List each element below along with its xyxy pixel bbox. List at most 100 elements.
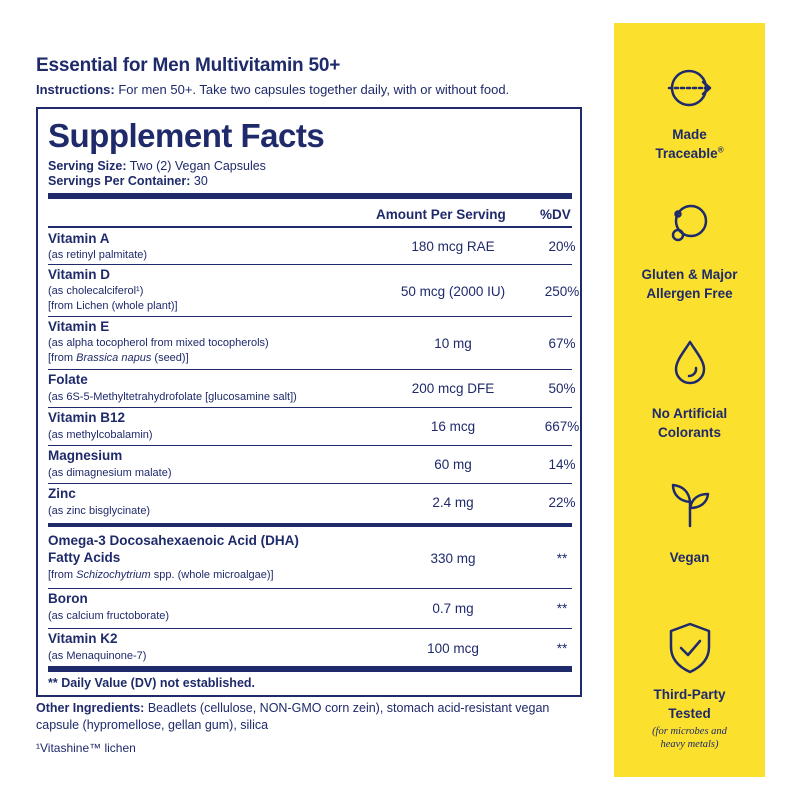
nutrient-amount: 2.4 mg [432, 495, 474, 510]
badge-label-line1: No Artificial [651, 406, 728, 421]
dv-column-header: %DV [540, 207, 571, 222]
instructions-text: For men 50+. Take two capsules together … [114, 82, 510, 97]
nutrient-dv: 20% [548, 239, 576, 254]
table-row: Vitamin K2 (as Menaquinone-7) 100 mcg ** [48, 629, 572, 665]
nutrient-amount: 0.7 mg [432, 601, 474, 616]
species-name: Brassica napus [76, 352, 152, 364]
badge-label-line2: Tested [668, 706, 711, 721]
nutrient-name: Boron [48, 591, 88, 606]
table-row: Zinc (as zinc bisglycinate) 2.4 mg 22% [48, 484, 576, 522]
servings-per-container-value: 30 [190, 174, 208, 188]
section-divider [48, 523, 572, 527]
nutrient-source-detail: [from Brassica napus (seed)] [48, 351, 189, 365]
lichen-footnote: ¹Vitashine™ lichen [36, 741, 136, 755]
nutrient-source: (as Menaquinone-7) [48, 650, 147, 662]
amount-column-header: Amount Per Serving [376, 207, 506, 222]
product-title: Essential for Men Multivitamin 50+ [36, 55, 341, 76]
drop-icon [614, 338, 765, 388]
nutrient-amount: 330 mg [430, 551, 476, 566]
badge-label-line1: Vegan [669, 550, 710, 565]
nutrient-name: Vitamin B12 [48, 410, 126, 425]
nutrient-name: Vitamin E [48, 319, 110, 334]
serving-info: Serving Size: Two (2) Vegan Capsules Ser… [48, 159, 266, 189]
serving-size-label: Serving Size: [48, 159, 127, 173]
nutrient-source: [from Schizochytrium spp. (whole microal… [48, 568, 274, 582]
other-ingredients: Other Ingredients: Beadlets (cellulose, … [36, 700, 576, 734]
instructions-label: Instructions: [36, 82, 115, 97]
other-ingredients-label: Other Ingredients: [36, 701, 145, 715]
thick-divider [48, 193, 572, 199]
table-row: Folate (as 6S-5-Methyltetrahydrofolate [… [48, 370, 576, 408]
table-row: Vitamin D (as cholecalciferol¹) [from Li… [48, 265, 579, 317]
nutrient-source: (as alpha tocopherol from mixed tocopher… [48, 337, 269, 349]
badge-no-artificial-colorants: No Artificial Colorants [614, 338, 765, 442]
table-row: Vitamin A (as retinyl palmitate) 180 mcg… [48, 229, 576, 265]
nutrient-amount: 180 mcg RAE [411, 239, 495, 254]
nutrient-source: (as cholecalciferol¹) [48, 285, 144, 297]
nutrient-name: Vitamin K2 [48, 631, 118, 646]
traceable-arrow-icon [614, 63, 765, 113]
nutrient-name: Zinc [48, 486, 76, 501]
nutrient-source: (as methylcobalamin) [48, 429, 153, 441]
instructions: Instructions: For men 50+. Take two caps… [36, 82, 509, 97]
nutrient-dv: 250% [544, 284, 580, 299]
nutrient-name: Magnesium [48, 448, 123, 463]
table-row: Magnesium (as dimagnesium malate) 60 mg … [48, 446, 576, 484]
shield-check-icon [614, 621, 765, 675]
nutrient-name: Folate [48, 372, 88, 387]
nutrient-dv: ** [556, 551, 568, 566]
sprout-icon [614, 478, 765, 528]
nutrient-amount: 10 mg [434, 336, 472, 351]
nutrient-dv: 67% [548, 336, 576, 351]
other-ingredients-text: Beadlets (cellulose, NON-GMO corn zein),… [36, 701, 550, 732]
facts-title: Supplement Facts [48, 117, 325, 154]
nutrient-source: (as retinyl palmitate) [48, 249, 148, 261]
badge-third-party-tested: Third-Party Tested (for microbes and hea… [614, 621, 765, 751]
species-name: Schizochytrium [76, 569, 151, 581]
table-row: Boron (as calcium fructoborate) 0.7 mg *… [48, 589, 572, 629]
nutrient-source: (as calcium fructoborate) [48, 610, 170, 622]
nutrient-amount: 16 mcg [430, 419, 476, 434]
nutrient-source: (as dimagnesium malate) [48, 467, 172, 479]
allergen-free-icon [614, 198, 765, 248]
nutrient-amount: 100 mcg [427, 641, 479, 656]
nutrient-source: (as 6S-5-Methyltetrahydrofolate [glucosa… [48, 391, 297, 403]
badge-note-line2: heavy metals) [660, 739, 719, 750]
nutrient-amount: 50 mcg (2000 IU) [400, 284, 506, 299]
badge-label-line1: Gluten & Major [641, 267, 738, 282]
nutrient-dv: 22% [548, 495, 576, 510]
header-divider [48, 226, 572, 228]
badge-vegan: Vegan [614, 478, 765, 567]
nutrient-dv: 14% [548, 457, 576, 472]
badge-panel: Made Traceable® Gluten & Major Allergen … [614, 23, 765, 777]
nutrient-amount: 60 mg [434, 457, 472, 472]
nutrient-source: (as zinc bisglycinate) [48, 505, 151, 517]
serving-size-value: Two (2) Vegan Capsules [126, 159, 266, 173]
source-suffix: (seed)] [151, 352, 189, 364]
registered-mark: ® [717, 145, 724, 155]
nutrient-dv: ** [556, 601, 568, 616]
table-row: Vitamin B12 (as methylcobalamin) 16 mcg … [48, 408, 579, 446]
nutrient-name: Vitamin D [48, 267, 111, 282]
nutrient-name-line2: Fatty Acids [48, 550, 121, 565]
source-prefix: [from [48, 569, 77, 581]
badge-label-line1: Third-Party [653, 687, 726, 702]
supplement-facts-panel: Supplement Facts Serving Size: Two (2) V… [36, 107, 582, 697]
badge-made-traceable: Made Traceable® [614, 63, 765, 163]
badge-label-text: Traceable [655, 146, 718, 161]
thick-divider [48, 666, 572, 672]
badge-label-line2: Colorants [657, 425, 721, 440]
badge-note-line1: (for microbes and [652, 726, 727, 737]
nutrient-name: Omega-3 Docosahexaenoic Acid (DHA) [48, 533, 299, 548]
dv-footnote: ** Daily Value (DV) not established. [48, 676, 256, 690]
nutrient-dv: 50% [548, 381, 576, 396]
nutrient-amount: 200 mcg DFE [411, 381, 495, 396]
table-row: Omega-3 Docosahexaenoic Acid (DHA) Fatty… [48, 531, 572, 589]
nutrient-dv: ** [556, 641, 568, 656]
badge-allergen-free: Gluten & Major Allergen Free [614, 198, 765, 303]
servings-per-container-label: Servings Per Container: [48, 174, 191, 188]
nutrient-name: Vitamin A [48, 231, 110, 246]
source-suffix: spp. (whole microalgae)] [150, 569, 274, 581]
nutrient-dv: 667% [544, 419, 580, 434]
badge-label-line2: Traceable® [614, 144, 765, 163]
